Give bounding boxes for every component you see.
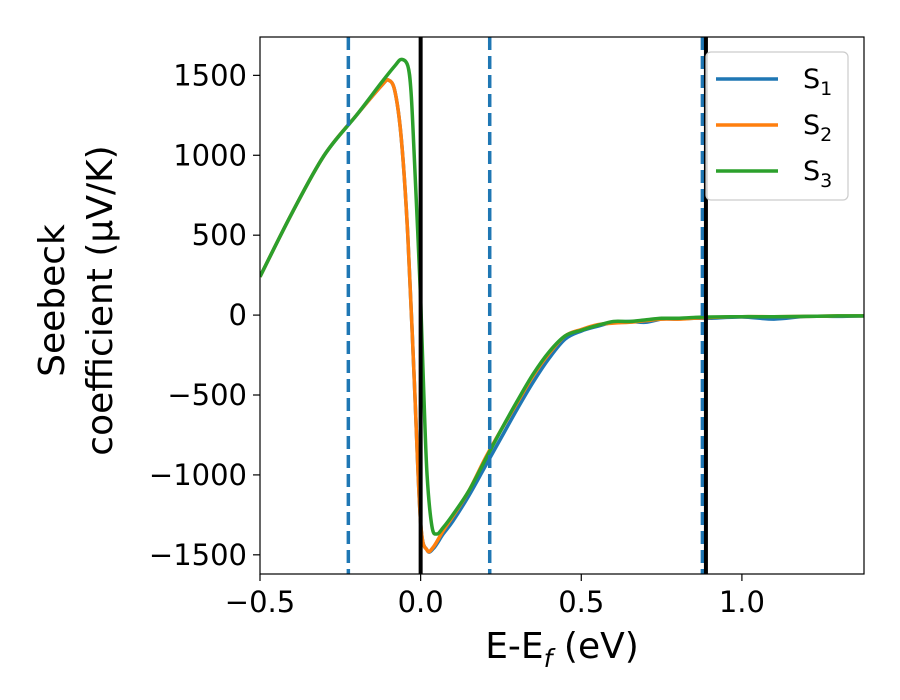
y-axis-ticks: 1500 1000 500 0 −500 −1000 −1500	[149, 58, 260, 572]
x-tick-label: 0.5	[558, 585, 604, 619]
legend-label-S1: S1	[803, 64, 832, 100]
x-tick-label: 1.0	[719, 585, 765, 619]
y-tick-label: 0	[229, 298, 247, 332]
series-layer	[260, 57, 864, 554]
legend: S1 S2 S3	[705, 51, 849, 201]
x-axis-ticks: −0.5 0.0 0.5 1.0	[225, 574, 765, 619]
x-axis-label: E-Ef (eV)	[485, 626, 639, 673]
legend-label-S2: S2	[803, 110, 832, 146]
x-tick-label: 0.0	[398, 585, 444, 619]
y-axis-label-line1: Seebeck	[32, 224, 73, 377]
y-tick-label: 1000	[173, 138, 247, 172]
reference-lines	[346, 37, 708, 574]
x-tick-label: −0.5	[225, 585, 295, 619]
y-axis-label: Seebeck coefficient (μV/K)	[32, 145, 121, 455]
y-tick-label: −500	[167, 378, 247, 412]
y-axis-label-line2: coefficient (μV/K)	[80, 145, 121, 455]
y-tick-label: −1000	[149, 458, 247, 492]
y-tick-label: 1500	[173, 58, 247, 92]
plot-frame	[259, 36, 865, 575]
y-tick-label: 500	[192, 218, 247, 252]
x-axis-label-text: E-Ef (eV)	[485, 626, 639, 673]
y-tick-label: −1500	[149, 538, 247, 572]
series-line-S3	[260, 57, 864, 536]
legend-label-S3: S3	[803, 156, 832, 192]
